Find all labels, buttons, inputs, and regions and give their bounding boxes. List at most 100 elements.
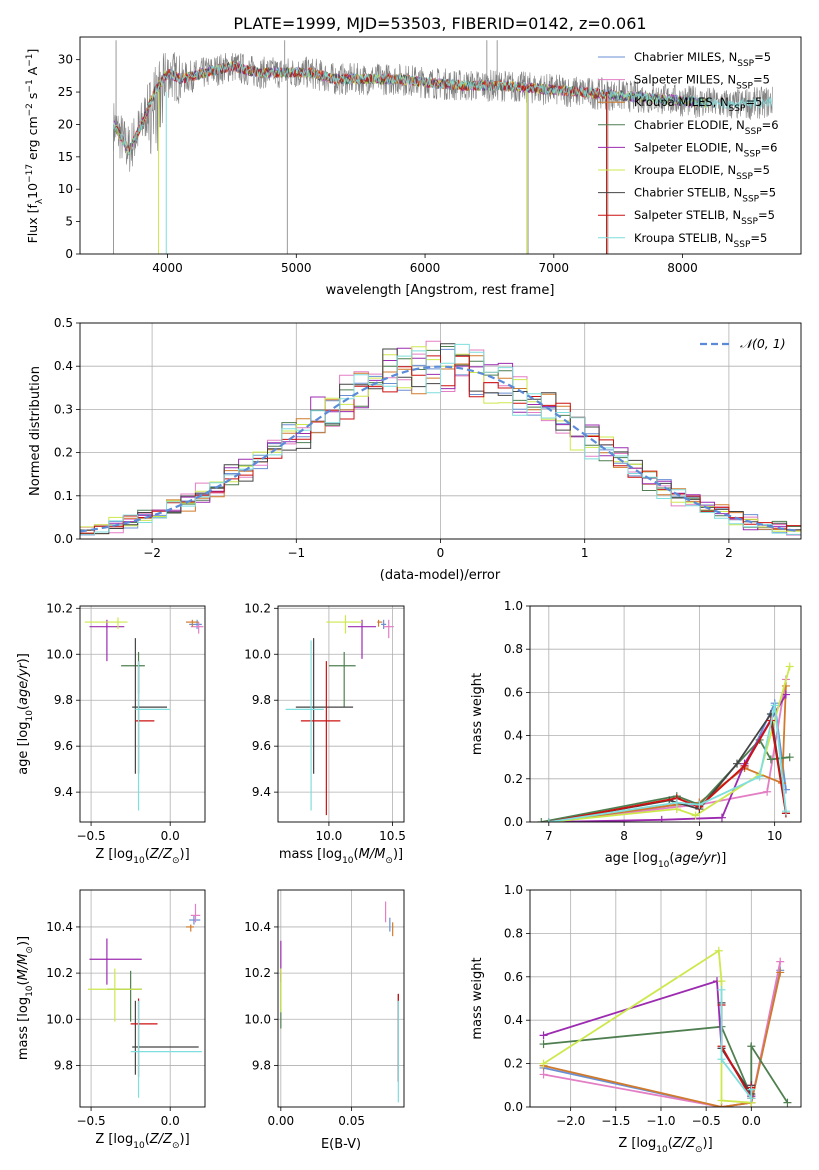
mass-weight-point-1 [539, 1070, 548, 1079]
legend-label: Kroupa ELODIE, NSSP=5 [634, 163, 770, 182]
y-tick-label: 0.4 [504, 729, 523, 743]
y-tick-label: 10.0 [244, 647, 271, 661]
y-tick-label: 0.8 [504, 926, 523, 940]
mass-weight-point-3 [783, 1098, 792, 1107]
legend-label: Chabrier MILES, NSSP=5 [634, 50, 771, 69]
age-vs-metallicity-panel: −0.5 0.0 9.4 9.6 9.8 10.0 10.2 Z [log10(Z/Z⊙)] a… [16, 601, 206, 866]
legend-label: Salpeter ELODIE, NSSP=6 [634, 140, 777, 159]
mass-weight-point-1 [776, 957, 785, 966]
mass-weight-point-4 [717, 813, 726, 822]
x-tick-label: 6000 [410, 261, 441, 275]
model-spectrum-4 [113, 61, 709, 154]
x-tick-label: 10.5 [379, 829, 406, 843]
mass-weight-line-8 [720, 989, 753, 1101]
axes-frame [79, 36, 802, 255]
legend-label: 𝒩(0, 1) [740, 336, 786, 351]
x-tick-label: 0 [437, 546, 445, 560]
mass-weight-point-5 [717, 1096, 726, 1105]
y-tick-label: 10.0 [46, 1012, 73, 1026]
mass-weight-vs-metallicity-panel: −2.0 −1.5 −1.0 −0.5 0.0 0.0 0.2 0.4 0.6 0.8 1.0 Z [… [470, 883, 802, 1155]
mass-weight-line-2 [543, 972, 782, 1107]
mass-weight-point-8 [544, 818, 553, 822]
mass-weight-point-2 [776, 968, 785, 977]
normal-reference-curve [80, 365, 799, 533]
x-tick-label: 8 [620, 829, 628, 843]
mass-weight-line-6 [720, 1002, 753, 1098]
x-tick-label: 4000 [152, 261, 183, 275]
y-tick-label: 5 [65, 215, 73, 229]
axes-frame [277, 605, 405, 823]
mass-weight-point-3 [785, 753, 794, 762]
legend-label: Chabrier ELODIE, NSSP=6 [634, 118, 779, 137]
mass-weight-line-4 [543, 979, 753, 1100]
mass-weight-line-4 [548, 694, 787, 822]
y-tick-label: 9.8 [54, 1058, 73, 1072]
y-tick-label: 0.0 [54, 532, 73, 546]
legend-label: Kroupa MILES, NSSP=5 [634, 95, 762, 114]
mass-weight-line-7 [548, 717, 787, 822]
y-tick-label: 0.1 [54, 489, 73, 503]
y-tick-label: 10.0 [46, 647, 73, 661]
y-tick-label: 10.2 [244, 601, 271, 615]
y-axis-label: Normed distribution [28, 366, 43, 496]
y-axis-label: Flux [fλ10−17 erg cm−2 s−1 A−1] [25, 49, 45, 244]
y-tick-label: 9.8 [54, 693, 73, 707]
y-tick-label: 10.2 [46, 601, 73, 615]
mass-weight-point-8 [770, 701, 779, 710]
x-axis-label: mass [log10(M/M⊙)] [279, 847, 403, 866]
mass-weight-point-8 [695, 800, 704, 809]
model-spectrum-8 [113, 62, 773, 155]
plot-area [84, 617, 204, 811]
y-tick-label: 0.4 [504, 1013, 523, 1027]
residuals-panel: −2 −1 0 1 2 0.0 0.1 0.2 0.3 0.4 0.5 𝒩(0, 1) (data-mo… [28, 316, 802, 583]
x-tick-label: −0.5 [692, 1114, 721, 1128]
y-tick-label: 0.0 [504, 815, 523, 829]
axes-frame [529, 605, 802, 823]
y-tick-label: 0.0 [504, 1100, 523, 1114]
mass-vs-metallicity-panel: −0.5 0.0 9.8 10.0 10.2 10.4 Z [log10(Z/Z⊙)] mas… [16, 889, 206, 1151]
y-tick-label: 0.4 [54, 359, 73, 373]
mass-weight-point-8 [755, 772, 764, 781]
mass-weight-point-5 [714, 946, 723, 955]
x-tick-label: 9 [696, 829, 704, 843]
y-tick-label: 30 [58, 53, 73, 67]
axes-frame [79, 889, 206, 1108]
mass-weight-point-5 [691, 811, 700, 820]
mass-vs-ebv-panel: 0.00 0.05 9.8 10.0 10.2 10.4 E(B-V) [244, 889, 405, 1152]
axes-frame [79, 605, 206, 823]
y-tick-label: 10.4 [46, 920, 73, 934]
x-tick-label: 7 [545, 829, 553, 843]
y-tick-label: 9.8 [252, 1058, 271, 1072]
x-tick-label: 1 [581, 546, 589, 560]
y-tick-label: 15 [58, 150, 73, 164]
mass-weight-point-3 [539, 1040, 548, 1049]
y-tick-label: 10.4 [244, 920, 271, 934]
mass-weight-point-1 [763, 787, 772, 796]
legend-label: Salpeter MILES, NSSP=5 [634, 73, 770, 92]
mass-weight-point-8 [717, 1055, 726, 1064]
y-tick-label: 0.3 [54, 402, 73, 416]
mass-weight-point-4 [539, 1031, 548, 1040]
figure-title: PLATE=1999, MJD=53503, FIBERID=0142, z=0… [233, 14, 646, 33]
y-tick-label: 0 [65, 247, 73, 261]
axes-frame [277, 889, 405, 1108]
x-tick-label: −2.0 [556, 1114, 585, 1128]
plot-area [537, 662, 794, 822]
x-tick-label: 10 [767, 829, 782, 843]
y-tick-label: 9.4 [252, 785, 271, 799]
plot-area [285, 615, 394, 816]
y-axis-label: mass [log10(M/M⊙)] [16, 936, 35, 1060]
mass-weight-point-5 [785, 662, 794, 671]
x-axis-label: wavelength [Angstrom, rest frame] [326, 283, 555, 298]
x-tick-label: −2 [143, 546, 161, 560]
mass-weight-line-8 [548, 705, 787, 822]
mass-weight-point-6 [733, 759, 742, 768]
plot-area [280, 901, 399, 1103]
y-tick-label: 9.8 [252, 693, 271, 707]
mass-weight-point-4 [781, 690, 790, 699]
spectrum-panel: 4000 5000 6000 7000 8000 0 5 10 15 20 25 30 Chabrier… [25, 36, 802, 298]
x-tick-label: 0.00 [267, 1114, 294, 1128]
y-tick-label: 0.2 [504, 1057, 523, 1071]
y-tick-label: 1.0 [504, 599, 523, 613]
